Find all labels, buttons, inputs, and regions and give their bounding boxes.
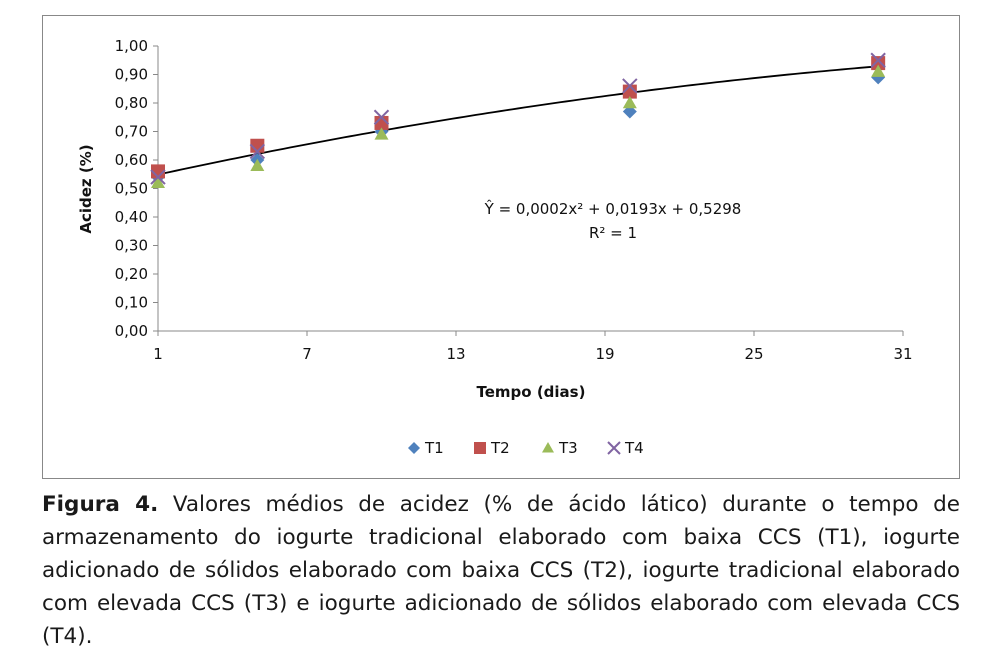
points-layer (150, 52, 886, 189)
legend: T1 T2 T3 T4 (408, 439, 644, 457)
point-t4-1-stroke-b (249, 143, 266, 160)
point-t4-4-stroke-b (870, 52, 886, 68)
x-tick-label: 19 (595, 345, 614, 363)
x-tick-label: 25 (744, 345, 763, 363)
chart-svg: 0,00 0,10 0,20 0,30 0,40 0,50 0,60 0,70 0,80 0,90… (77, 37, 913, 457)
legend-marker-t4-stroke-b (607, 441, 621, 455)
r2-annotation: R² = 1 (589, 224, 637, 242)
point-t4-4 (870, 52, 886, 68)
point-t4-2 (373, 109, 390, 125)
trend-layer (157, 65, 879, 176)
legend-marker-t2 (474, 442, 486, 454)
y-axis-title: Acidez (%) (77, 144, 95, 233)
axes-layer: 0,00 0,10 0,20 0,30 0,40 0,50 0,60 0,70 0,80 0,90… (115, 37, 913, 363)
point-t4-1 (249, 143, 266, 160)
y-tick-label: 1,00 (115, 37, 148, 55)
legend-marker-t1 (408, 442, 420, 454)
trendline (157, 65, 879, 176)
chart-frame: 0,00 0,10 0,20 0,30 0,40 0,50 0,60 0,70 0,80 0,90… (42, 15, 960, 479)
y-tick-label: 0,90 (115, 66, 148, 84)
point-t3-1 (250, 158, 265, 171)
point-t4-2-stroke-b (373, 109, 390, 125)
y-tick-label: 0,10 (115, 294, 148, 312)
caption-label: Figura 4. (42, 492, 159, 517)
legend-label-t1: T1 (424, 439, 444, 457)
point-t3-4 (871, 64, 886, 77)
point-t4-3-stroke-b (622, 78, 638, 94)
y-tick-label: 0,00 (115, 322, 148, 340)
legend-marker-t3 (542, 442, 554, 453)
x-tick-label: 7 (302, 345, 312, 363)
x-axis-title: Tempo (dias) (477, 383, 586, 401)
figure-caption: Figura 4. Valores médios de acidez (% de… (42, 488, 960, 653)
point-t3-0 (151, 175, 165, 189)
y-tick-label: 0,80 (115, 94, 148, 112)
point-t4-0 (150, 169, 166, 185)
legend-label-t2: T2 (490, 439, 510, 457)
y-tick-label: 0,20 (115, 265, 148, 283)
legend-label-t3: T3 (558, 439, 578, 457)
y-tick-label: 0,40 (115, 208, 148, 226)
y-tick-label: 0,60 (115, 151, 148, 169)
point-t4-3 (622, 78, 638, 94)
x-tick-label: 13 (446, 345, 465, 363)
point-t2-4 (871, 56, 886, 71)
y-tick-label: 0,70 (115, 123, 148, 141)
caption-text: Valores médios de acidez (% de ácido lát… (42, 492, 960, 649)
point-t3-2 (374, 127, 389, 140)
legend-marker-t4 (607, 441, 621, 455)
y-tick-label: 0,50 (115, 180, 148, 198)
equation-annotation: Ŷ = 0,0002x² + 0,0193x + 0,5298 (484, 199, 742, 218)
x-tick-label: 31 (893, 345, 912, 363)
x-tick-label: 1 (153, 345, 163, 363)
legend-label-t4: T4 (624, 439, 644, 457)
y-tick-label: 0,30 (115, 237, 148, 255)
point-t4-0-stroke-b (150, 169, 166, 185)
point-t3-3 (622, 96, 637, 109)
